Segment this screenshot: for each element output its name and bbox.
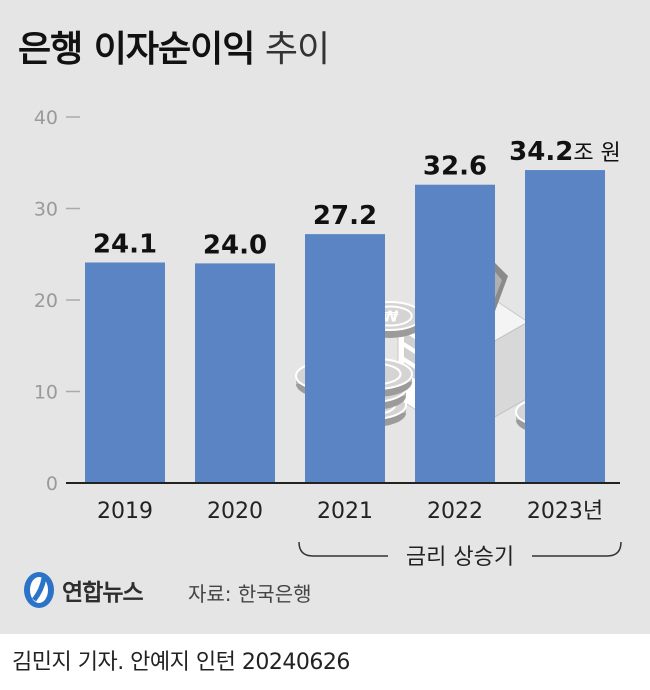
yonhap-logo: 연합뉴스 bbox=[22, 570, 144, 610]
chart-title: 은행 이자순이익 추이 bbox=[18, 20, 330, 72]
building-window bbox=[404, 332, 415, 349]
won-symbol: ₩ bbox=[382, 307, 399, 325]
value-label-2023: 34.2조 원 bbox=[509, 137, 621, 167]
x-tick-label: 2020 bbox=[207, 499, 263, 524]
value-label-2022: 32.6 bbox=[423, 152, 487, 182]
yonhap-logo-icon bbox=[24, 572, 54, 608]
credit-line: 김민지 기자. 안예지 인턴 20240626 bbox=[12, 650, 350, 675]
x-tick-label: 2021 bbox=[317, 499, 373, 524]
bar-2020 bbox=[195, 263, 275, 483]
bar-2019 bbox=[85, 262, 165, 483]
annotation-mask bbox=[388, 542, 532, 570]
value-label-2020: 24.0 bbox=[203, 230, 267, 260]
value-label-2021: 27.2 bbox=[313, 201, 377, 231]
x-tick-label: 2023년 bbox=[527, 499, 603, 524]
x-tick-label: 2022 bbox=[427, 499, 483, 524]
value-label-2019: 24.1 bbox=[93, 229, 157, 259]
building-window bbox=[404, 347, 415, 364]
title-light: 추이 bbox=[264, 29, 330, 70]
bar-2023 bbox=[525, 170, 605, 483]
y-tick-label: 20 bbox=[34, 290, 58, 312]
x-tick-label: 2019 bbox=[97, 499, 153, 524]
value-unit: 조 원 bbox=[573, 141, 620, 166]
annotation-label: 금리 상승기 bbox=[406, 545, 514, 570]
y-tick-label: 40 bbox=[34, 107, 58, 129]
logo-text: 연합뉴스 bbox=[62, 580, 144, 606]
y-tick-label: 30 bbox=[34, 199, 58, 221]
y-tick-label: 10 bbox=[34, 382, 58, 404]
bar-2021 bbox=[305, 234, 385, 483]
bar-2022 bbox=[415, 184, 495, 483]
title-strong: 은행 이자순이익 bbox=[18, 29, 255, 70]
y-tick-label: 0 bbox=[46, 473, 58, 495]
source-note: 자료: 한국은행 bbox=[188, 582, 312, 606]
